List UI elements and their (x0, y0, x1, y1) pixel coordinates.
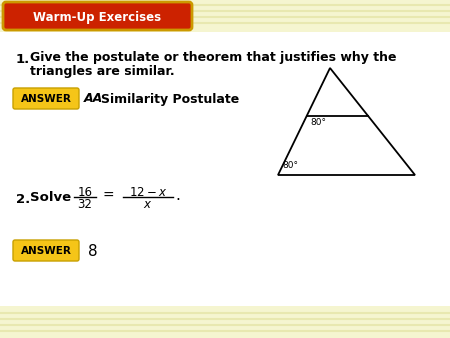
FancyBboxPatch shape (3, 2, 192, 30)
FancyBboxPatch shape (13, 88, 79, 109)
FancyBboxPatch shape (0, 306, 450, 338)
Text: 2.: 2. (16, 193, 30, 206)
Text: $x$: $x$ (143, 198, 153, 211)
Text: 16: 16 (77, 186, 93, 199)
Text: Warm-Up Exercises: Warm-Up Exercises (33, 10, 161, 24)
Text: 80°: 80° (310, 118, 327, 127)
FancyBboxPatch shape (0, 0, 450, 32)
Text: AA: AA (84, 93, 103, 105)
Text: ANSWER: ANSWER (21, 246, 72, 256)
Text: $12 - x$: $12 - x$ (129, 186, 167, 199)
FancyBboxPatch shape (0, 32, 450, 306)
Text: 80°: 80° (282, 161, 298, 170)
Text: =: = (102, 189, 114, 203)
Text: 1.: 1. (16, 53, 30, 66)
Text: 32: 32 (77, 198, 92, 211)
Text: Solve: Solve (30, 191, 71, 204)
Text: triangles are similar.: triangles are similar. (30, 65, 175, 78)
Text: 8: 8 (88, 243, 98, 259)
Text: .: . (175, 189, 180, 203)
Text: ANSWER: ANSWER (21, 94, 72, 104)
FancyBboxPatch shape (13, 240, 79, 261)
Text: Similarity Postulate: Similarity Postulate (101, 93, 239, 105)
Text: Give the postulate or theorem that justifies why the: Give the postulate or theorem that justi… (30, 51, 396, 64)
